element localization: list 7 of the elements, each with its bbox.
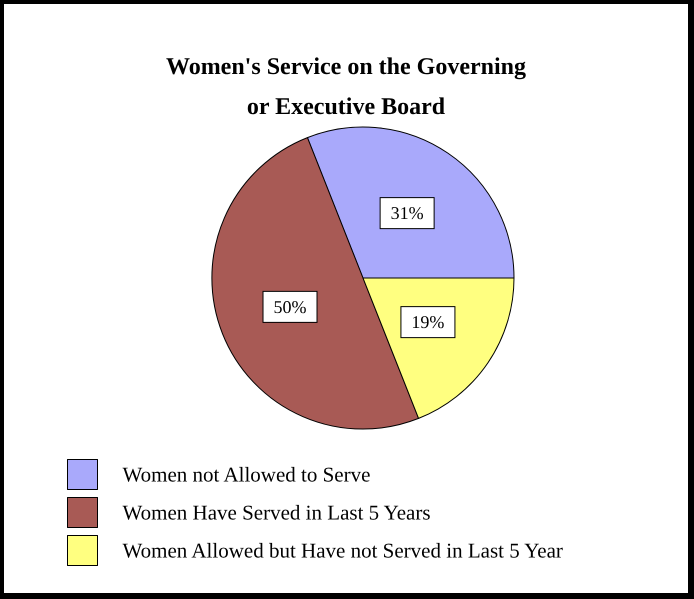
legend-label: Women Have Served in Last 5 Years xyxy=(122,500,430,524)
data-label: 31% xyxy=(390,203,424,224)
data-label: 19% xyxy=(411,312,444,332)
chart-title: Women's Service on the Governing or Executive Board xyxy=(166,54,526,120)
legend-label: Women not Allowed to Serve xyxy=(122,462,370,486)
data-label: 50% xyxy=(274,296,307,317)
legend-label: Women Allowed but Have not Served in Last 5 Year xyxy=(122,538,563,562)
